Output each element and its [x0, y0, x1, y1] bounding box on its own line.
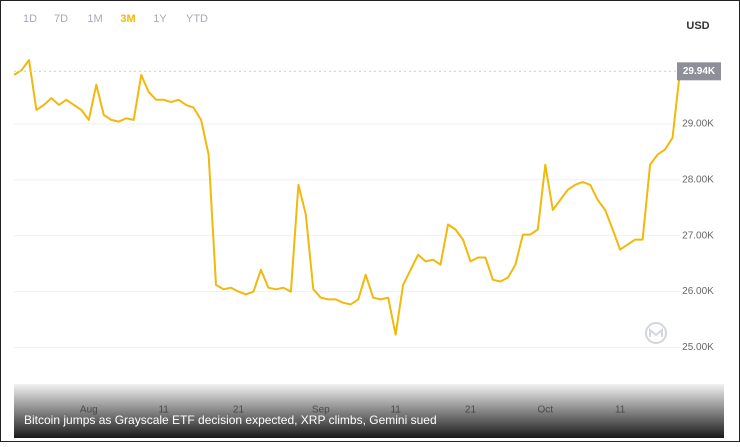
current-price-box — [677, 62, 721, 81]
range-button[interactable]: 3M — [120, 13, 135, 25]
watermark-logo — [645, 322, 667, 344]
y-axis-unit: USD — [686, 20, 709, 32]
y-tick-label: 25.00K — [682, 342, 714, 353]
y-tick-label: 26.00K — [682, 286, 714, 297]
range-button[interactable]: 7D — [54, 13, 68, 25]
caption-text: Bitcoin jumps as Grayscale ETF decision … — [24, 413, 437, 427]
range-button[interactable]: 1D — [23, 13, 37, 25]
price-line — [13, 59, 681, 336]
caption-band — [14, 384, 724, 438]
range-button[interactable]: 1Y — [153, 13, 167, 25]
current-price-label: 29.94K — [683, 66, 716, 77]
y-tick-label: 28.00K — [682, 174, 714, 185]
y-tick-label: 27.00K — [682, 230, 714, 241]
range-button[interactable]: 1M — [87, 13, 102, 25]
range-button[interactable]: YTD — [186, 13, 208, 25]
y-tick-label: 29.00K — [682, 118, 714, 129]
